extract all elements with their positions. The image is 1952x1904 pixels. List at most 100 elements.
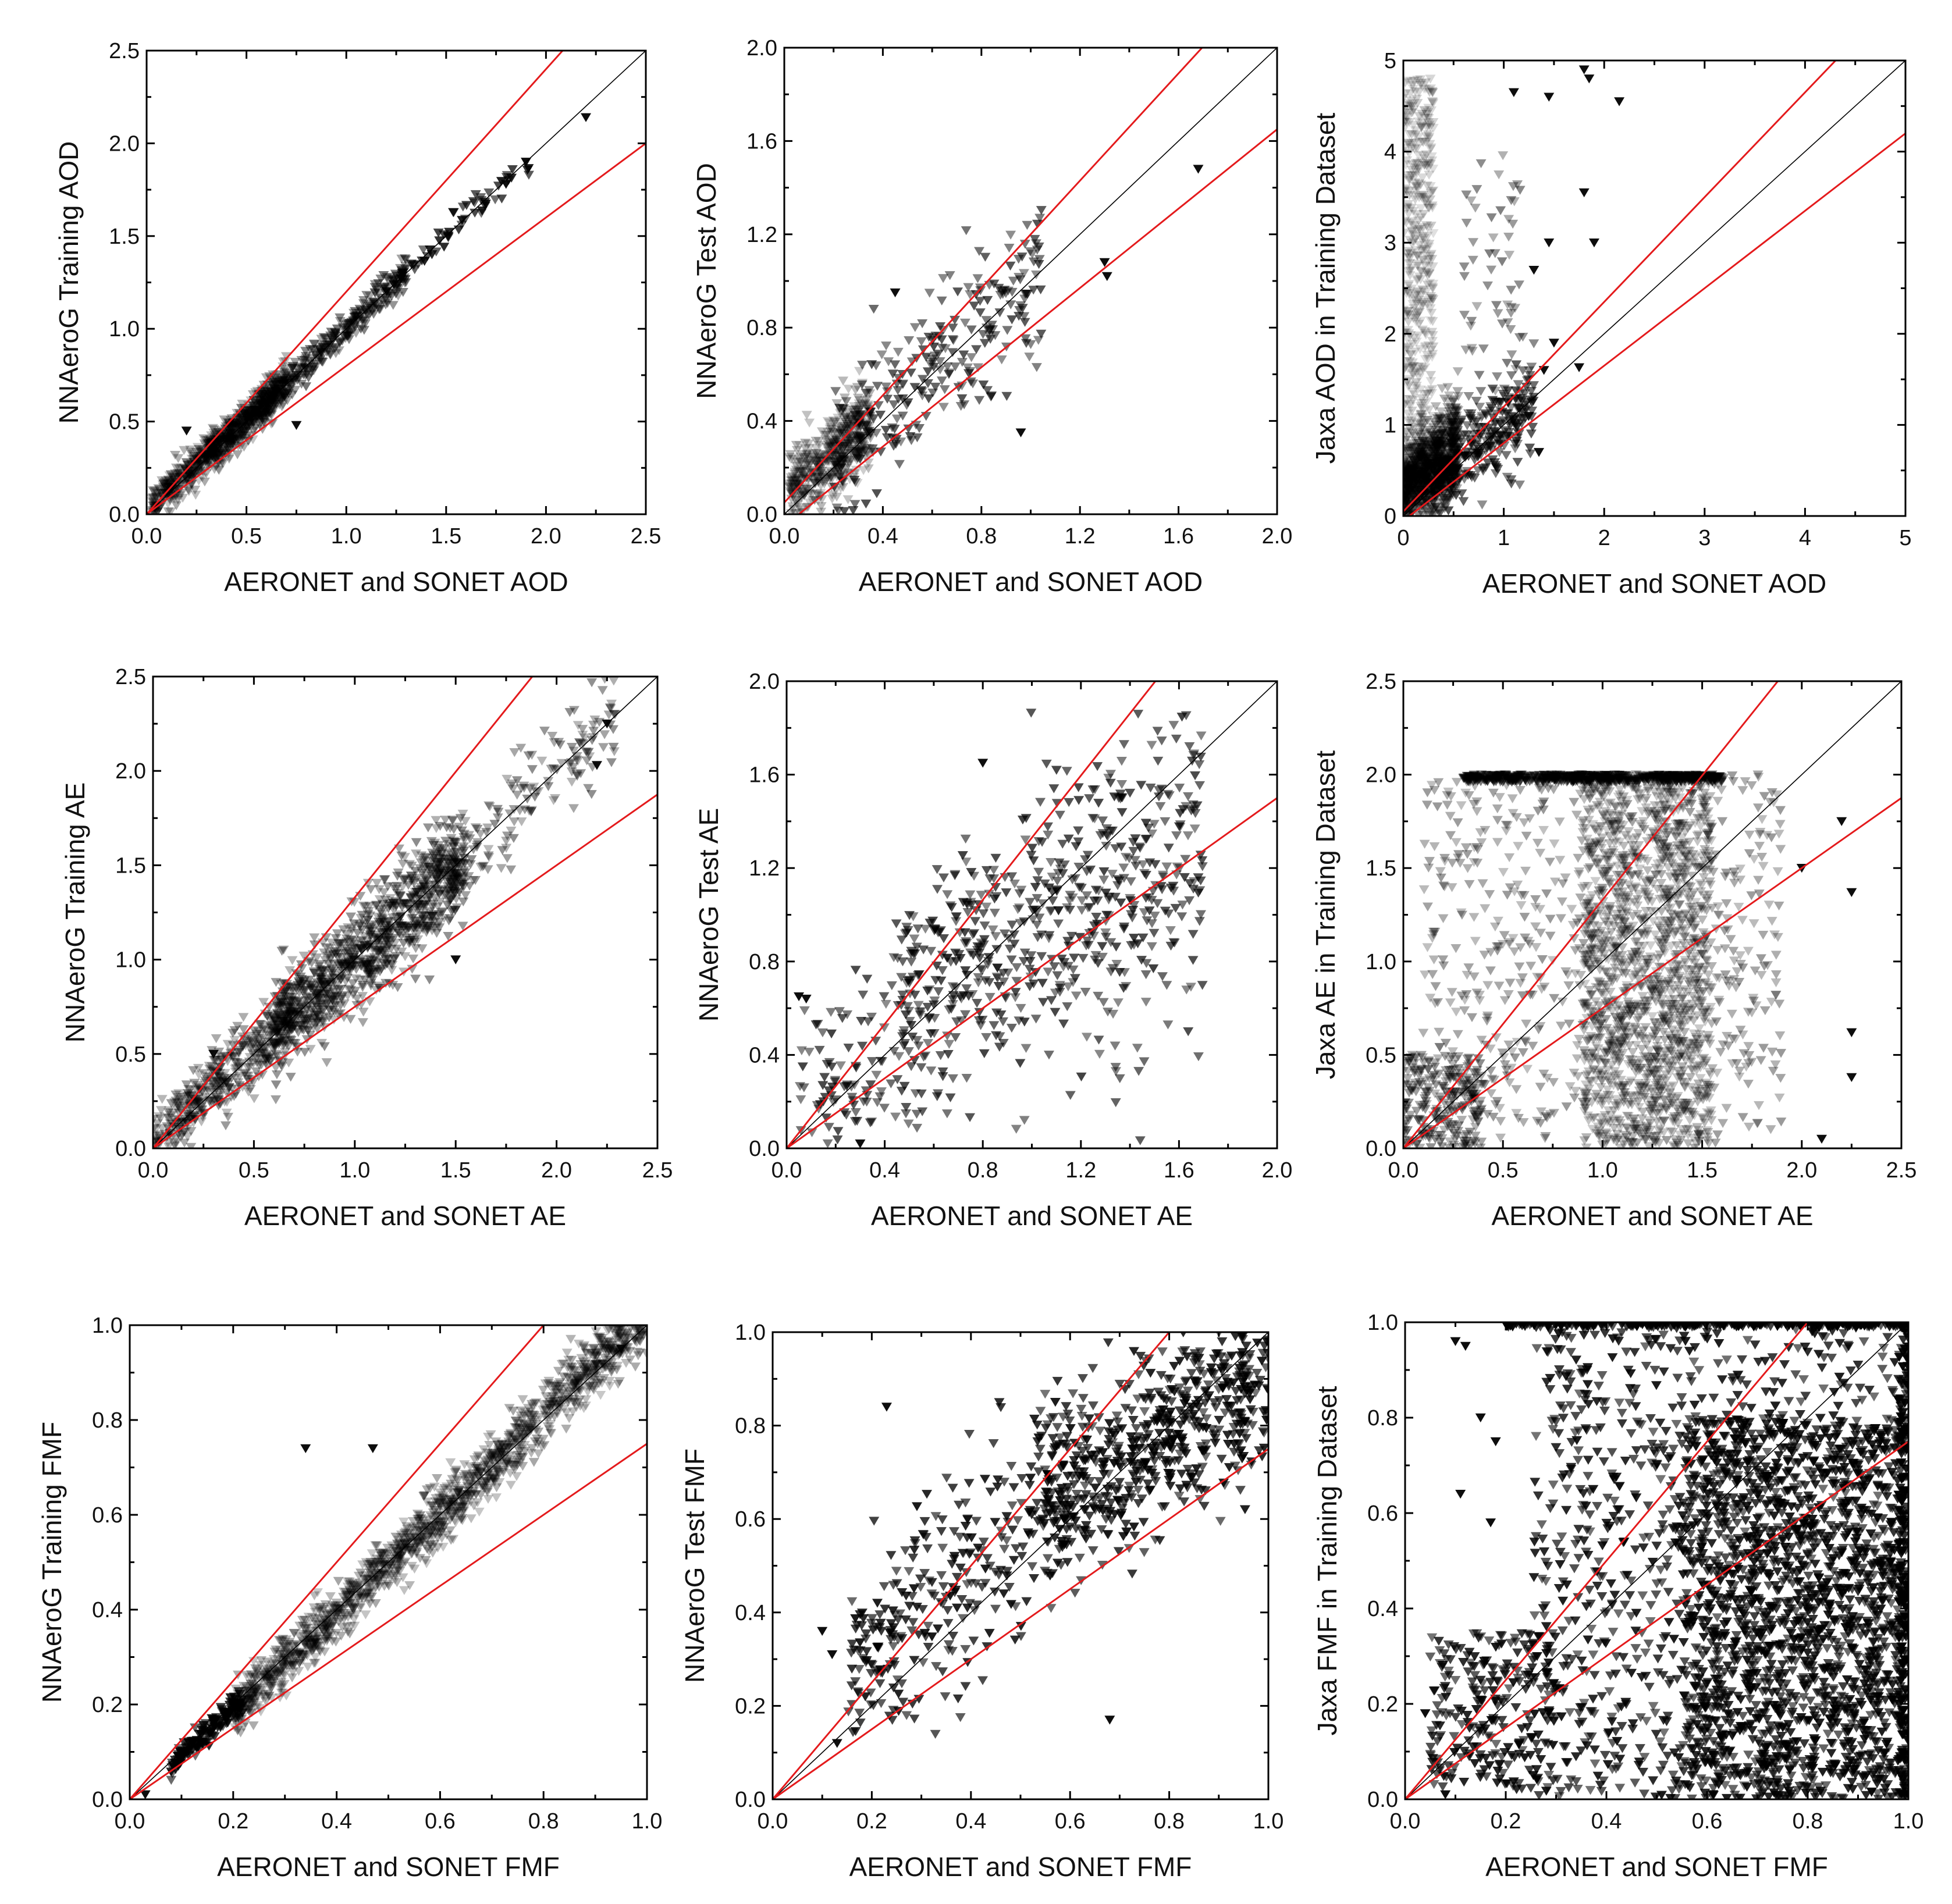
data-point — [1434, 412, 1445, 422]
data-point — [168, 1108, 179, 1118]
data-point — [880, 382, 891, 392]
data-point — [1403, 479, 1410, 489]
data-point — [938, 403, 949, 412]
data-point — [233, 1048, 244, 1057]
data-point — [208, 438, 219, 447]
data-point — [1432, 449, 1443, 458]
data-point — [240, 1069, 251, 1078]
data-point — [214, 1091, 225, 1101]
data-point — [1414, 193, 1425, 202]
data-point — [1499, 426, 1510, 436]
data-point — [227, 422, 239, 432]
data-point — [1510, 444, 1521, 454]
data-point — [1406, 507, 1417, 516]
data-point — [1413, 480, 1424, 489]
data-point — [266, 1023, 278, 1033]
data-point — [1405, 236, 1416, 245]
data-point — [1468, 423, 1479, 433]
data-point — [1424, 88, 1435, 97]
data-point — [278, 1015, 289, 1024]
data-point — [1406, 100, 1417, 109]
data-point — [198, 434, 209, 443]
data-point — [227, 1041, 239, 1051]
data-point — [890, 288, 901, 298]
data-point — [245, 1085, 256, 1094]
data-point — [400, 255, 411, 265]
data-point — [1452, 453, 1463, 463]
data-point — [1423, 459, 1434, 468]
data-point — [1425, 440, 1437, 449]
data-point — [1417, 151, 1428, 161]
data-point — [1413, 511, 1424, 516]
data-point — [265, 1031, 276, 1041]
data-point — [1425, 428, 1437, 437]
data-point — [1403, 497, 1412, 507]
data-point — [1584, 74, 1595, 84]
data-point — [1459, 311, 1470, 320]
data-point — [1421, 200, 1432, 210]
data-point — [1417, 256, 1428, 265]
data-point — [807, 469, 818, 479]
data-point — [1427, 97, 1438, 106]
data-point — [1423, 258, 1434, 267]
data-point — [173, 1098, 184, 1108]
data-point — [809, 468, 820, 478]
data-point — [1418, 488, 1430, 498]
data-point — [1526, 362, 1537, 372]
data-point — [242, 1063, 253, 1073]
data-point — [201, 450, 212, 460]
data-point — [845, 436, 856, 446]
data-point — [276, 997, 287, 1006]
data-point — [1411, 318, 1422, 327]
data-point — [828, 428, 839, 437]
data-point — [286, 1001, 297, 1011]
data-point — [192, 443, 203, 452]
data-point — [1417, 437, 1428, 447]
data-point — [1412, 290, 1423, 300]
data-point — [154, 485, 165, 494]
data-point — [1406, 475, 1417, 485]
data-point — [1427, 385, 1438, 394]
data-point — [935, 322, 946, 332]
data-point — [201, 1086, 212, 1096]
data-point — [835, 469, 846, 479]
data-point — [159, 482, 170, 491]
data-point — [361, 291, 372, 300]
data-point — [1414, 455, 1425, 465]
data-point — [241, 1072, 253, 1081]
data-point — [214, 1072, 225, 1081]
data-point — [1403, 200, 1414, 209]
data-point — [1417, 471, 1428, 480]
data-point — [273, 1038, 285, 1048]
data-point — [195, 461, 207, 470]
data-point — [261, 1052, 272, 1061]
data-point — [1416, 475, 1427, 485]
data-point — [1420, 454, 1431, 464]
data-point — [195, 451, 206, 461]
data-point — [1403, 478, 1414, 487]
data-point — [1417, 449, 1428, 458]
data-point — [368, 309, 379, 319]
data-point — [163, 479, 175, 489]
data-point — [289, 375, 300, 385]
data-point — [1421, 464, 1432, 474]
data-point — [1434, 452, 1445, 462]
data-point — [792, 500, 803, 510]
data-point — [917, 375, 928, 384]
data-point — [163, 482, 174, 492]
data-point — [264, 1021, 275, 1030]
data-point — [844, 458, 855, 468]
data-point — [1414, 308, 1425, 317]
data-point — [186, 475, 197, 484]
data-point — [273, 1038, 284, 1048]
data-point — [408, 923, 419, 933]
x-tick-label: 0.0 — [131, 524, 162, 549]
data-point — [169, 473, 180, 483]
data-point — [1428, 444, 1439, 454]
data-point — [248, 401, 259, 411]
data-point — [1410, 471, 1421, 481]
data-point — [865, 408, 876, 417]
data-point — [1480, 446, 1491, 456]
data-point — [1416, 468, 1427, 477]
data-point — [420, 871, 431, 881]
